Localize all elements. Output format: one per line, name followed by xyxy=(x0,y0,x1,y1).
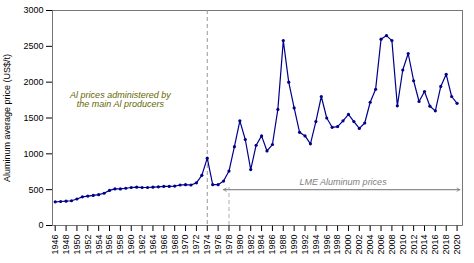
svg-text:2020: 2020 xyxy=(452,235,462,255)
svg-text:Aluminum average price (US$/t): Aluminum average price (US$/t) xyxy=(2,54,12,182)
svg-text:1948: 1948 xyxy=(61,235,71,255)
svg-text:1978: 1978 xyxy=(224,235,234,255)
svg-text:1968: 1968 xyxy=(170,235,180,255)
svg-text:1974: 1974 xyxy=(202,235,212,255)
svg-text:1500: 1500 xyxy=(23,113,43,123)
svg-text:2000: 2000 xyxy=(23,77,43,87)
svg-text:1958: 1958 xyxy=(115,235,125,255)
svg-text:3000: 3000 xyxy=(23,5,43,15)
svg-text:500: 500 xyxy=(28,185,43,195)
svg-text:2016: 2016 xyxy=(430,235,440,255)
svg-text:2008: 2008 xyxy=(387,235,397,255)
svg-text:1990: 1990 xyxy=(289,235,299,255)
svg-text:1000: 1000 xyxy=(23,149,43,159)
svg-text:1994: 1994 xyxy=(311,235,321,255)
svg-text:1964: 1964 xyxy=(148,235,158,255)
svg-text:1986: 1986 xyxy=(267,235,277,255)
svg-text:1960: 1960 xyxy=(126,235,136,255)
svg-text:LME Aluminum prices: LME Aluminum prices xyxy=(299,177,387,187)
svg-text:1980: 1980 xyxy=(235,235,245,255)
svg-text:1984: 1984 xyxy=(256,235,266,255)
svg-text:1952: 1952 xyxy=(83,235,93,255)
svg-text:1998: 1998 xyxy=(332,235,342,255)
svg-text:2004: 2004 xyxy=(365,235,375,255)
svg-text:1954: 1954 xyxy=(94,235,104,255)
svg-text:1962: 1962 xyxy=(137,235,147,255)
svg-text:1970: 1970 xyxy=(180,235,190,255)
svg-text:Al prices administered bythe m: Al prices administered bythe main Al pro… xyxy=(69,90,171,109)
svg-text:1946: 1946 xyxy=(50,235,60,255)
svg-text:1966: 1966 xyxy=(159,235,169,255)
svg-text:1976: 1976 xyxy=(213,235,223,255)
svg-text:1956: 1956 xyxy=(104,235,114,255)
svg-text:2000: 2000 xyxy=(343,235,353,255)
svg-text:2012: 2012 xyxy=(409,235,419,255)
svg-text:2006: 2006 xyxy=(376,235,386,255)
svg-text:1950: 1950 xyxy=(72,235,82,255)
svg-text:1992: 1992 xyxy=(300,235,310,255)
svg-text:1982: 1982 xyxy=(246,235,256,255)
svg-text:2002: 2002 xyxy=(354,235,364,255)
svg-text:2018: 2018 xyxy=(441,235,451,255)
svg-text:1988: 1988 xyxy=(278,235,288,255)
svg-text:1996: 1996 xyxy=(322,235,332,255)
svg-text:1972: 1972 xyxy=(191,235,201,255)
svg-text:2500: 2500 xyxy=(23,41,43,51)
svg-text:2014: 2014 xyxy=(419,235,429,255)
svg-text:0: 0 xyxy=(38,220,43,230)
svg-text:2010: 2010 xyxy=(398,235,408,255)
